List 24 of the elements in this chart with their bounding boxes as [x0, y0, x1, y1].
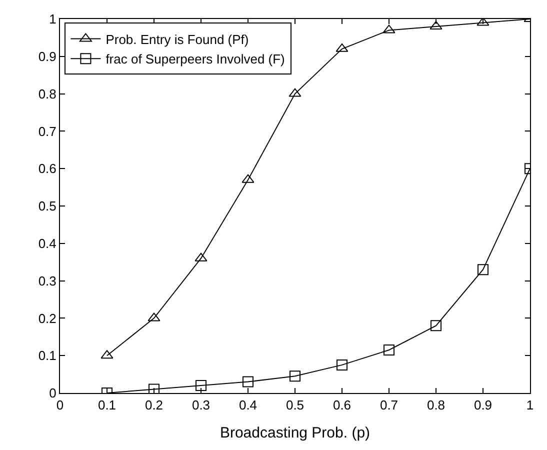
x-axis-title: Broadcasting Prob. (p) [220, 424, 370, 442]
x-tick-label: 1 [526, 398, 534, 413]
x-tick-label: 0.1 [98, 398, 116, 413]
legend-label: frac of Superpeers Involved (F) [106, 52, 285, 67]
y-tick-label: 0.7 [38, 124, 56, 139]
y-tick-label: 1 [49, 12, 56, 27]
y-tick-label: 0.2 [38, 310, 56, 326]
x-tick-label: 0.4 [238, 398, 258, 413]
y-tick-label: 0.6 [38, 161, 56, 176]
x-tick-label: 0.8 [426, 398, 446, 413]
x-tick-label: 0.7 [380, 398, 398, 413]
legend-label: Prob. Entry is Found (Pf) [106, 32, 249, 47]
y-tick-label: 0.8 [38, 86, 56, 102]
y-tick-label: 0.3 [38, 273, 56, 288]
x-tick-label: 0.9 [474, 398, 492, 413]
y-tick-label: 0 [49, 386, 56, 401]
y-tick-label: 0.1 [38, 348, 56, 364]
x-tick-label: 0.3 [192, 398, 210, 413]
y-tick-label: 0.5 [38, 198, 56, 214]
y-tick-label: 0.9 [38, 48, 56, 64]
x-tick-label: 0.5 [286, 398, 304, 413]
x-tick-label: 0.2 [144, 398, 164, 413]
y-tick-label: 0.4 [38, 236, 56, 251]
x-tick-label: 0.6 [332, 398, 352, 413]
